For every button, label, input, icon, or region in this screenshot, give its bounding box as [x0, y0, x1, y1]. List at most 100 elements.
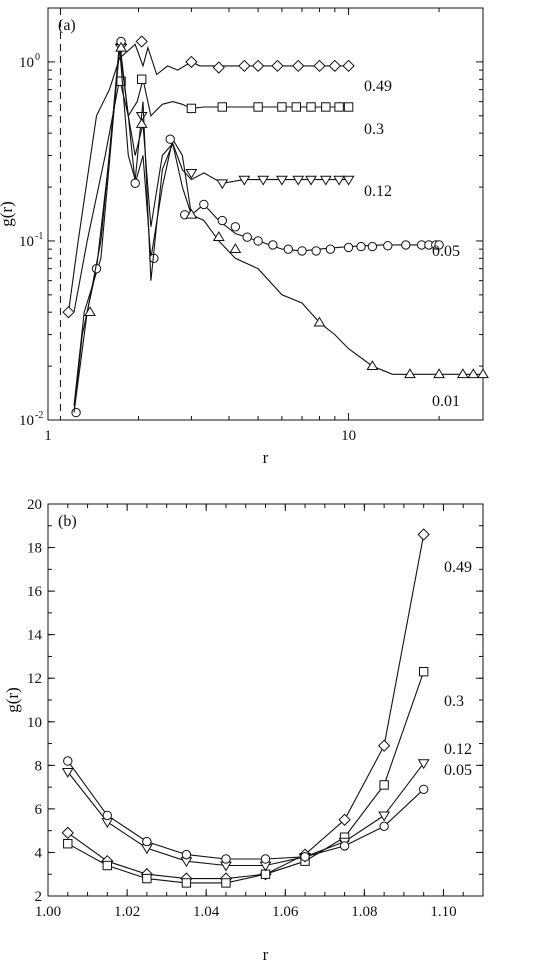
a-series-3-point	[199, 199, 209, 210]
b-y-tick-label: 6	[35, 802, 43, 818]
b-series-0-point	[338, 813, 351, 826]
b-series-label-1: 0.3	[444, 693, 464, 710]
b-series-2-point	[378, 811, 391, 822]
b-x-tick-label: 1.10	[430, 904, 456, 920]
a-series-label-2: 0.12	[364, 183, 392, 200]
b-y-tick-label: 8	[35, 758, 43, 774]
a-series-4-point	[212, 231, 225, 242]
a-series-2-point	[319, 175, 332, 186]
b-x-tick-label: 1.04	[193, 904, 220, 920]
b-series-3-point	[418, 784, 429, 794]
a-series-4-point	[433, 368, 445, 379]
b-series-line-1	[67, 671, 425, 884]
b-y-tick-label: 10	[27, 715, 42, 731]
b-series-0-point	[417, 528, 430, 541]
panel-label-a: (a)	[58, 17, 76, 34]
a-series-1-point	[291, 102, 302, 112]
a-series-0-point	[62, 306, 75, 319]
a-series-1-point	[343, 102, 354, 112]
a-y-tick-label: 10	[19, 55, 34, 71]
x-axis-label-a: r	[263, 448, 269, 467]
marks-a: 0.49 0.3 0.12 0.05 0.01	[62, 35, 489, 418]
b-series-0-point	[61, 826, 74, 840]
a-series-2-point	[275, 175, 288, 186]
b-series-1-point	[418, 666, 429, 677]
a-series-4-point	[229, 243, 242, 254]
b-y-tick-label: 14	[27, 628, 43, 644]
plot-frame-a	[47, 7, 484, 421]
a-series-label-4: 0.01	[432, 393, 460, 410]
a-series-0-point	[251, 59, 265, 73]
b-series-line-3	[67, 760, 425, 860]
a-series-line-3	[73, 41, 440, 413]
a-series-3-point	[356, 241, 366, 252]
b-series-1-point	[181, 878, 192, 888]
a-series-4-point	[477, 368, 489, 379]
b-series-line-0	[67, 534, 425, 880]
a-series-1-point	[334, 102, 344, 112]
a-series-label-3: 0.05	[432, 243, 460, 260]
a-series-3-point	[343, 242, 354, 253]
a-series-2-point	[333, 175, 346, 186]
marks-b: 0.49 0.3 0.12 0.05	[61, 528, 472, 888]
a-series-line-1	[73, 79, 349, 313]
a-series-3-point	[283, 244, 293, 254]
a-y-tick-exponent: -1	[35, 231, 43, 242]
a-series-1-point	[137, 74, 147, 84]
x-axis-label-b: r	[263, 945, 269, 964]
b-series-1-point	[142, 873, 152, 884]
a-y-tick-exponent: 0	[35, 52, 40, 63]
a-series-2-point	[305, 175, 317, 186]
b-series-3-point	[181, 849, 192, 860]
panel-b: 1.00 1.02 1.04 1.06 1.08 1.10 2 4 6 8 10 12 14 16 18 20…	[3, 497, 484, 964]
a-series-3-point	[311, 246, 321, 256]
a-series-3-point	[268, 240, 278, 250]
b-series-3	[63, 756, 429, 864]
b-series-0-point	[377, 739, 391, 752]
a-series-2-point	[216, 179, 229, 190]
a-y-tick-label: 10	[19, 413, 34, 429]
a-series-3-point	[71, 407, 81, 418]
b-y-tick-label: 20	[27, 497, 42, 513]
panel-label-b: (b)	[58, 513, 77, 530]
a-series-0-point	[292, 59, 305, 73]
a-series-0-point	[135, 35, 148, 48]
b-y-tick-label: 12	[27, 671, 42, 687]
a-series-1-point	[321, 102, 331, 112]
b-series-label-0: 0.49	[444, 559, 472, 576]
a-series-4	[73, 41, 489, 413]
b-series-label-3: 0.05	[444, 762, 472, 779]
a-series-line-0	[67, 43, 349, 313]
a-series-4-point	[313, 316, 326, 327]
a-series-0-point	[185, 55, 198, 69]
b-x-tick-label: 1.02	[114, 904, 140, 920]
b-series-3-point	[63, 756, 73, 766]
b-series-1-point	[221, 878, 231, 888]
a-series-3-point	[230, 222, 241, 232]
a-series-2-point	[342, 175, 355, 186]
b-x-tick-label: 1.06	[272, 904, 299, 920]
a-series-3-point	[253, 236, 263, 246]
b-series-3-point	[379, 821, 389, 832]
a-series-1-point	[253, 102, 263, 112]
a-series-4-point	[456, 368, 469, 379]
b-series-3-point	[339, 841, 350, 851]
b-series-2	[61, 759, 430, 872]
a-series-2-point	[292, 175, 305, 186]
a-x-tick-label: 1	[44, 428, 52, 444]
b-series-2-point	[61, 768, 74, 778]
b-series-1-point	[102, 860, 113, 871]
a-series-3-point	[297, 246, 307, 256]
plot-frame-b	[47, 503, 484, 897]
a-series-0-point	[238, 59, 251, 73]
y-axis-label-b: g(r)	[3, 687, 22, 712]
a-series-4-point	[135, 117, 148, 128]
a-y-tick-label: 10	[19, 234, 34, 250]
b-series-3-point	[260, 854, 271, 864]
b-series-3-point	[142, 836, 152, 847]
b-y-tick-label: 4	[35, 845, 43, 861]
b-series-1-point	[379, 780, 389, 790]
a-series-3-point	[130, 178, 140, 188]
